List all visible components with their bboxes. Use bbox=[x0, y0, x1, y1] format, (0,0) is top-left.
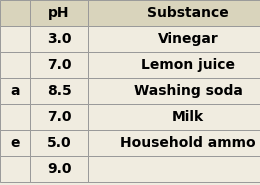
Bar bbox=[0, 78, 30, 104]
Text: Lemon juice: Lemon juice bbox=[141, 58, 235, 72]
Bar bbox=[0, 156, 30, 182]
Text: e: e bbox=[10, 136, 20, 150]
Bar bbox=[88, 130, 260, 156]
Bar bbox=[30, 104, 88, 130]
Text: Washing soda: Washing soda bbox=[134, 84, 242, 98]
Text: 9.0: 9.0 bbox=[47, 162, 71, 176]
Bar bbox=[88, 0, 260, 26]
Bar bbox=[30, 130, 88, 156]
Text: 7.0: 7.0 bbox=[47, 110, 71, 124]
Bar bbox=[88, 78, 260, 104]
Bar bbox=[30, 0, 88, 26]
Text: pH: pH bbox=[48, 6, 70, 20]
Text: 8.5: 8.5 bbox=[47, 84, 72, 98]
Bar bbox=[0, 130, 30, 156]
Text: Milk: Milk bbox=[172, 110, 204, 124]
Text: Vinegar: Vinegar bbox=[158, 32, 218, 46]
Text: a: a bbox=[10, 84, 20, 98]
Bar bbox=[88, 52, 260, 78]
Bar bbox=[0, 26, 30, 52]
Text: Substance: Substance bbox=[147, 6, 229, 20]
Text: 7.0: 7.0 bbox=[47, 58, 71, 72]
Bar bbox=[0, 0, 30, 26]
Bar bbox=[0, 52, 30, 78]
Bar bbox=[88, 26, 260, 52]
Bar bbox=[88, 104, 260, 130]
Bar bbox=[30, 78, 88, 104]
Bar bbox=[30, 26, 88, 52]
Bar bbox=[88, 156, 260, 182]
Text: 3.0: 3.0 bbox=[47, 32, 71, 46]
Bar bbox=[0, 104, 30, 130]
Text: Household ammo: Household ammo bbox=[120, 136, 256, 150]
Bar bbox=[30, 156, 88, 182]
Text: 5.0: 5.0 bbox=[47, 136, 71, 150]
Bar bbox=[30, 52, 88, 78]
